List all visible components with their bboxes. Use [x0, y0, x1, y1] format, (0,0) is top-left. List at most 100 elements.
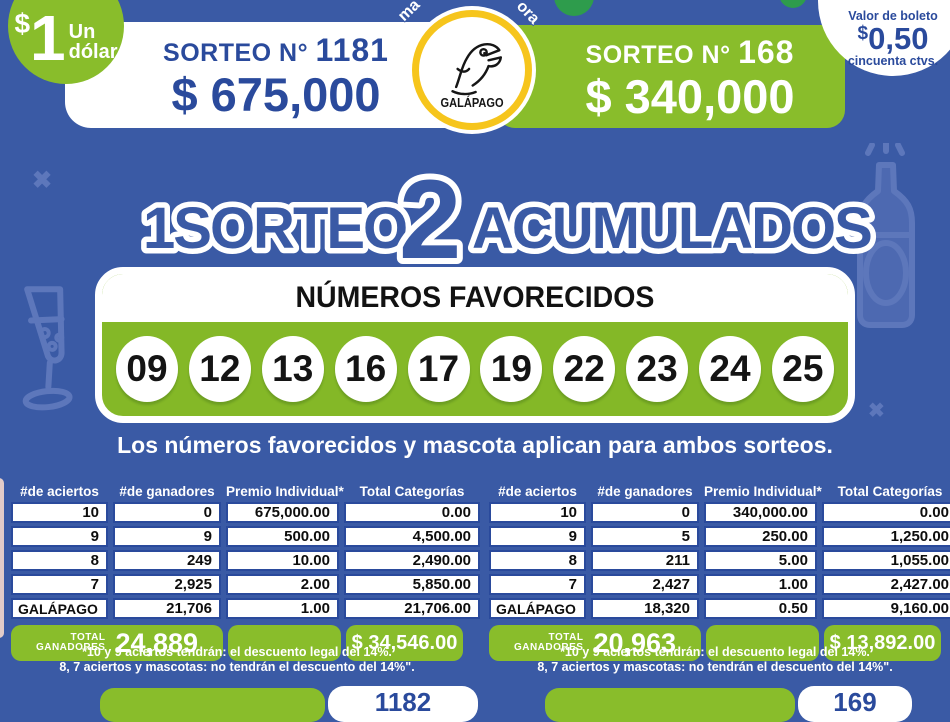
table-cell: 10 — [11, 502, 108, 523]
total-row-left: TOTAL GANADORES 24,889 $ 34,546.00 — [11, 625, 463, 661]
sorteo-right-label: SORTEO N° — [585, 40, 731, 69]
results-table-sorteo-1181: #de aciertos #de ganadores Premio Indivi… — [6, 481, 480, 661]
table-cell: 0.00 — [344, 502, 480, 523]
mascot-curved-text-right: ora — [513, 0, 543, 28]
ticket-price-badge: Valor de boleto $0,50 cincuenta ctvs. — [818, 0, 950, 76]
table-row: GALÁPAGO 18,320 0.50 9,160.00 — [489, 598, 950, 619]
next-draw-number-left: 1182 — [328, 686, 478, 722]
sorteo-left-prize: $ 675,000 — [171, 68, 381, 121]
favored-number-ball: 25 — [771, 336, 834, 402]
total-winners-right: TOTAL GANADORES 20,963 — [489, 625, 701, 661]
table-cell: 8 — [489, 550, 586, 571]
header-aciertos: #de aciertos — [498, 484, 577, 499]
mascot-name: GALÁPAGO — [440, 95, 504, 110]
table-cell: 211 — [591, 550, 699, 571]
x-mark-doodle: ✖ — [868, 400, 885, 422]
table-row: GALÁPAGO 21,706 1.00 21,706.00 — [11, 598, 480, 619]
table-row: 10 0 675,000.00 0.00 — [11, 502, 480, 523]
header-ganadores: #de ganadores — [597, 484, 693, 499]
footnote-line2: 8, 7 aciertos y mascotas: no tendrán el … — [537, 660, 893, 674]
galapago-mascot-badge: GALÁPAGO — [412, 10, 532, 130]
headline-1sorteo: 1SORTEO — [143, 196, 406, 261]
table-header-row: #de aciertos #de ganadores Premio Indivi… — [11, 484, 480, 499]
bottle-doodle — [857, 143, 915, 328]
next-draw-pill-right — [545, 688, 795, 722]
table-cell: 0 — [591, 502, 699, 523]
table-cell: GALÁPAGO — [11, 598, 108, 619]
both-draws-caption: Los números favorecidos y mascota aplica… — [117, 432, 833, 458]
edge-decoration — [0, 478, 4, 638]
tortoise-icon — [451, 42, 503, 96]
table-cell: 9,160.00 — [822, 598, 950, 619]
total-label-line2: GANADORES — [513, 642, 584, 653]
green-blob-decoration — [779, 0, 807, 8]
table-cell: 2,427.00 — [822, 574, 950, 595]
dollar-label-line2: dólar — [68, 41, 118, 63]
total-winners-value: 20,963 — [593, 627, 677, 658]
favored-number-ball: 09 — [116, 336, 178, 402]
total-label-line1: TOTAL — [548, 631, 584, 643]
table-cell: 1.00 — [704, 574, 817, 595]
table-cell: 21,706.00 — [344, 598, 480, 619]
favored-number-ball: 16 — [334, 336, 397, 402]
header-categorias: Total Categorías — [837, 484, 943, 499]
total-winners-left: TOTAL GANADORES 24,889 — [11, 625, 223, 661]
favored-numbers-title: NÚMEROS FAVORECIDOS — [102, 274, 848, 322]
table-cell: 7 — [11, 574, 108, 595]
table-cell: 9 — [489, 526, 586, 547]
total-amount-right: $ 13,892.00 — [824, 625, 941, 661]
favored-numbers-row: 09 12 13 16 17 19 22 23 24 25 — [102, 322, 848, 416]
table-cell: 10 — [489, 502, 586, 523]
next-draw-number-right: 169 — [798, 686, 912, 722]
sorteo-right-prize: $ 340,000 — [585, 69, 795, 123]
headline-banner: 1SORTEO 2 ACUMULADOS — [138, 158, 879, 276]
table-cell: 1,055.00 — [822, 550, 950, 571]
dollar-sign: $ — [14, 8, 31, 39]
table-cell: GALÁPAGO — [489, 598, 586, 619]
table-cell: 18,320 — [591, 598, 699, 619]
table-row: 9 9 500.00 4,500.00 — [11, 526, 480, 547]
table-cell: 340,000.00 — [704, 502, 817, 523]
total-spacer — [228, 625, 341, 661]
dollar-label: Un dólar — [69, 22, 118, 62]
footnote-line1: *10 y 9 aciertos tendrán: el descuento l… — [560, 645, 870, 659]
favored-number-ball: 17 — [407, 336, 470, 402]
header-categorias: Total Categorías — [359, 484, 465, 499]
table-row: 8 249 10.00 2,490.00 — [11, 550, 480, 571]
header-premio: Premio Individual* — [704, 484, 822, 499]
header-premio: Premio Individual* — [226, 484, 344, 499]
total-label-line1: TOTAL — [70, 631, 106, 643]
footnote-left: *10 y 9 aciertos tendrán: el descuento l… — [6, 645, 468, 675]
table-cell: 10.00 — [226, 550, 339, 571]
total-label-line2: GANADORES — [35, 642, 106, 653]
sorteo-right-title: SORTEO N° 168 — [586, 34, 795, 71]
ticket-price-subcaption: cincuenta ctvs. — [847, 54, 939, 68]
dollar-number: 1 — [30, 2, 66, 75]
table-cell: 5,850.00 — [344, 574, 480, 595]
table-cell: 8 — [11, 550, 108, 571]
sorteo-left-number: 1181 — [315, 32, 389, 68]
headline-acumulados: ACUMULADOS — [472, 196, 871, 261]
favored-number-ball: 22 — [553, 336, 616, 402]
table-cell: 675,000.00 — [226, 502, 339, 523]
table-cell: 2.00 — [226, 574, 339, 595]
table-cell: 5.00 — [704, 550, 817, 571]
table-cell: 249 — [113, 550, 221, 571]
total-label: TOTAL GANADORES — [35, 631, 106, 654]
sorteo-right-number: 168 — [738, 33, 795, 70]
table-cell: 21,706 — [113, 598, 221, 619]
headline-2: 2 — [399, 158, 459, 276]
table-cell: 2,490.00 — [344, 550, 480, 571]
table-row: 10 0 340,000.00 0.00 — [489, 502, 950, 523]
table-cell: 2,427 — [591, 574, 699, 595]
footnote-line1: *10 y 9 aciertos tendrán: el descuento l… — [82, 645, 392, 659]
total-label: TOTAL GANADORES — [513, 631, 584, 654]
total-winners-value: 24,889 — [115, 627, 199, 658]
total-amount-left: $ 34,546.00 — [346, 625, 463, 661]
x-mark-doodle: ✖ — [32, 167, 53, 194]
ticket-price-caption: Valor de boleto — [848, 9, 938, 23]
table-row: 7 2,427 1.00 2,427.00 — [489, 574, 950, 595]
next-draw-pill-left — [100, 688, 325, 722]
ticket-price-symbol: $ — [857, 23, 869, 44]
favored-number-ball: 23 — [626, 336, 689, 402]
